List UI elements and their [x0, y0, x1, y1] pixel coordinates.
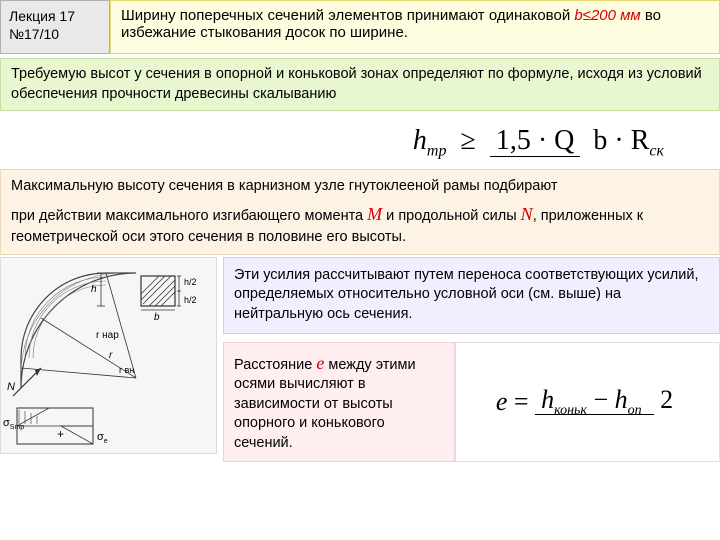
beige-line2: при действии максимального изгибающего м…: [11, 201, 709, 248]
f1-den: b · R: [593, 125, 649, 156]
lbl-N: N: [7, 381, 15, 393]
width-pre: Ширину поперечных сечений элементов прин…: [121, 7, 570, 24]
pink-pre: Расстояние: [234, 357, 316, 373]
beige-2b: и продольной силы: [382, 208, 521, 224]
lbl-sigma1: σSmp: [3, 417, 24, 431]
lilac-text: Эти усилия рассчитывают путем переноса с…: [234, 267, 698, 322]
f1-h: h: [413, 125, 427, 156]
f2-h2: h: [615, 385, 628, 414]
lbl-b: b: [154, 312, 160, 323]
lbl-rvn: r вн: [119, 365, 134, 375]
f2-s1: коньк: [554, 403, 587, 418]
pink-note: Расстояние е между этими осями вычисляют…: [223, 342, 455, 463]
lilac-note: Эти усилия рассчитывают путем переноса с…: [223, 257, 720, 334]
f2-den: 2: [654, 385, 679, 414]
lbl-r: r: [109, 350, 113, 361]
f2-h1: h: [541, 385, 554, 414]
lbl-h2b: h/2: [184, 295, 197, 305]
lbl-h: h: [91, 284, 97, 295]
f2-eq: =: [514, 387, 529, 417]
beige-note: Максимальную высоту сечения в карнизном …: [0, 169, 720, 255]
f1-ge: ≥: [460, 125, 475, 156]
lecture-label: Лекция 17 №17/10: [0, 0, 110, 54]
cross-section-diagram: h h/2 h/2 b r нар r r вн N σSmp + σe: [0, 257, 217, 454]
beige-M: М: [367, 204, 382, 224]
f2-lhs: e: [496, 387, 508, 417]
lbl-plus: +: [57, 427, 64, 441]
beige-line1: Максимальную высоту сечения в карнизном …: [11, 176, 709, 197]
formula-e: e = hконьк − hоп 2: [455, 342, 720, 463]
formula-htr: hmp ≥ 1,5 · Q b · Rск: [0, 111, 720, 169]
lbl-rnar: r нар: [96, 330, 119, 341]
beige-N: N: [521, 204, 533, 224]
f1-sub: mp: [427, 143, 447, 160]
width-formula: b≤200 мм: [574, 7, 640, 24]
f1-num: 1,5 · Q: [490, 125, 581, 157]
width-note: Ширину поперечных сечений элементов прин…: [110, 0, 720, 54]
f2-minus: −: [587, 385, 615, 414]
lbl-sigma2: σe: [97, 431, 108, 445]
lecture-line2: №17/10: [9, 26, 59, 42]
f1-den-sub: ск: [649, 142, 664, 159]
green-text: Требуемую высот у сечения в опорной и ко…: [11, 66, 702, 102]
lbl-h2a: h/2: [184, 277, 197, 287]
f2-s2: оп: [628, 403, 642, 418]
green-note: Требуемую высот у сечения в опорной и ко…: [0, 58, 720, 111]
beige-2a: при действии максимального изгибающего м…: [11, 208, 367, 224]
lecture-line1: Лекция 17: [9, 8, 75, 24]
